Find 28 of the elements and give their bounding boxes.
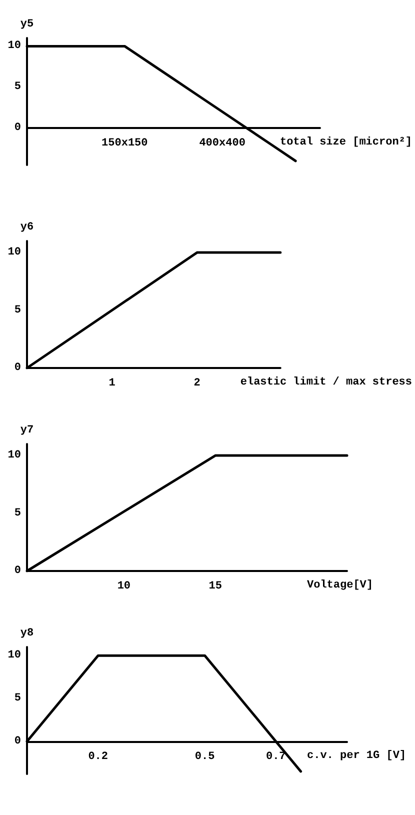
y-tick-label: 10: [8, 40, 21, 52]
y-tick-label: 0: [14, 122, 21, 134]
y-axis-title: y5: [20, 18, 34, 30]
y-tick-label: 0: [14, 362, 21, 374]
y-tick-label: 10: [8, 650, 21, 662]
y-tick-label: 5: [14, 692, 22, 704]
x-axis-title: elastic limit / max stress: [240, 376, 412, 388]
y-tick-label: 5: [14, 507, 22, 520]
x-tick-label: 0.7: [266, 750, 286, 763]
x-axis-title: c.v. per 1G [V]: [307, 750, 406, 762]
x-tick-label: 150x150: [102, 138, 148, 150]
y-axis-title: y6: [20, 222, 34, 234]
x-tick-label: 2: [194, 378, 200, 390]
x-tick-label: 400x400: [199, 138, 246, 150]
x-tick-label: 0.2: [88, 750, 108, 763]
y-tick-label: 0: [14, 735, 21, 748]
y-tick-label: 5: [14, 304, 22, 316]
y-tick-label: 5: [14, 81, 22, 94]
y-axis-title: y8: [20, 628, 34, 640]
y-tick-label: 0: [14, 565, 21, 577]
y-tick-label: 10: [8, 450, 21, 462]
y-tick-label: 10: [8, 246, 21, 259]
x-tick-label: 0.5: [194, 750, 216, 763]
y-axis-title: y7: [20, 424, 34, 436]
x-axis-title: total size [micron²]: [280, 136, 412, 149]
x-tick-label: 1: [108, 378, 116, 390]
x-axis-title: Voltage[V]: [307, 580, 374, 592]
x-tick-label: 15: [208, 580, 222, 592]
